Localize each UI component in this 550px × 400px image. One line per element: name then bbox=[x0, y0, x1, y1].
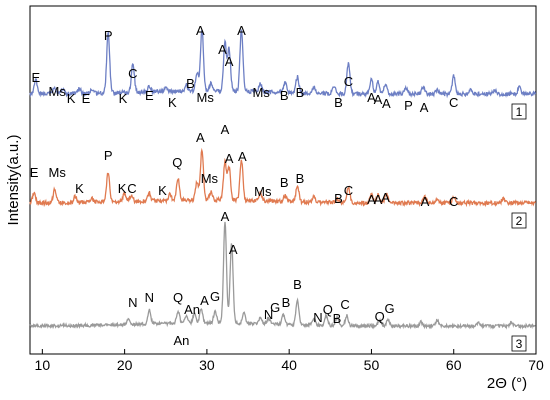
peak-label-s3-9: N bbox=[264, 307, 273, 322]
peak-label-s2-7: Q bbox=[172, 155, 182, 170]
peak-label-s1-0: E bbox=[31, 70, 40, 85]
peak-label-s3-5: G bbox=[210, 289, 220, 304]
series-tag-box-2 bbox=[511, 212, 527, 229]
peak-label-s1-7: E bbox=[145, 88, 154, 103]
peak-label-s2-8: A bbox=[196, 130, 205, 145]
peak-label-s3-14: Q bbox=[323, 302, 333, 317]
peak-label-s2-6: K bbox=[158, 183, 167, 198]
peak-label-s1-14: A bbox=[237, 23, 246, 38]
peak-label-s3-2: Q bbox=[173, 290, 183, 305]
peak-label-s2-2: K bbox=[75, 181, 84, 196]
peak-label-s2-21: A bbox=[421, 194, 430, 209]
peak-label-s2-10: A bbox=[221, 122, 230, 137]
x-tick-label-50: 50 bbox=[364, 357, 380, 373]
peak-label-s2-3: P bbox=[104, 148, 113, 163]
peak-label-s2-5: C bbox=[127, 181, 136, 196]
peak-label-s2-4: K bbox=[118, 181, 127, 196]
peak-label-s1-24: A bbox=[420, 100, 429, 115]
series-curves bbox=[29, 29, 537, 330]
peak-label-s1-10: Ms bbox=[197, 90, 215, 105]
peak-label-s2-16: B bbox=[334, 191, 343, 206]
peak-label-s2-20: A bbox=[381, 190, 390, 205]
peak-label-s3-3: An bbox=[184, 302, 200, 317]
series-tag-2: 2 bbox=[516, 214, 523, 228]
series-tag-box-3 bbox=[511, 335, 527, 352]
peak-label-s1-4: P bbox=[104, 28, 113, 43]
series-line-3 bbox=[29, 221, 536, 330]
peak-label-s3-15: B bbox=[333, 311, 342, 326]
peak-label-s3-1: N bbox=[145, 290, 154, 305]
peak-label-s3-8: A bbox=[229, 242, 238, 257]
peak-label-s3-13: N bbox=[313, 310, 322, 325]
peak-label-s3-10: G bbox=[270, 300, 280, 315]
peak-label-s2-15: B bbox=[296, 171, 305, 186]
series-line-1 bbox=[29, 29, 537, 99]
peak-label-s1-8: K bbox=[168, 95, 177, 110]
x-tick-label-10: 10 bbox=[35, 357, 51, 373]
peak-label-s1-16: B bbox=[280, 88, 289, 103]
peak-label-s2-11: A bbox=[225, 151, 234, 166]
series-tag-1: 1 bbox=[516, 105, 523, 119]
peak-label-s1-20: A bbox=[367, 90, 376, 105]
peak-label-s3-17: Q bbox=[375, 309, 385, 324]
peak-label-s1-17: B bbox=[296, 85, 305, 100]
peak-label-s2-1: Ms bbox=[49, 165, 67, 180]
x-tick-label-40: 40 bbox=[281, 357, 297, 373]
peak-label-s1-19: C bbox=[344, 74, 353, 89]
x-axis-ticks: 10 20 30 40 50 60 70 bbox=[35, 349, 544, 373]
peak-label-s1-1: Ms bbox=[49, 84, 67, 99]
peak-label-s1-3: E bbox=[82, 91, 91, 106]
x-tick-label-60: 60 bbox=[446, 357, 462, 373]
peak-label-s2-9: Ms bbox=[201, 171, 219, 186]
plot-frame bbox=[29, 5, 537, 355]
peak-label-s2-12: A bbox=[238, 149, 247, 164]
series-tags: 1 2 3 bbox=[511, 103, 527, 352]
peak-label-s1-18: B bbox=[334, 95, 343, 110]
peak-label-s2-17: C bbox=[344, 183, 353, 198]
peak-label-s1-13: A bbox=[225, 54, 234, 69]
peak-label-s1-2: K bbox=[67, 91, 76, 106]
x-tick-label-20: 20 bbox=[117, 357, 133, 373]
peak-label-s1-23: P bbox=[404, 98, 413, 113]
x-tick-label-70: 70 bbox=[528, 357, 544, 373]
peak-label-s3-7: A bbox=[221, 209, 230, 224]
series-line-2 bbox=[29, 147, 537, 208]
peak-label-s3-18: G bbox=[384, 301, 394, 316]
peak-label-s2-0: E bbox=[30, 165, 39, 180]
peak-label-s2-13: Ms bbox=[254, 184, 272, 199]
x-tick-label-30: 30 bbox=[199, 357, 215, 373]
peak-label-s1-5: C bbox=[128, 66, 137, 81]
peak-label-s1-15: Ms bbox=[253, 85, 271, 100]
y-axis-title: Intensity(a.u.) bbox=[5, 135, 22, 226]
x-axis-title: 2Θ (°) bbox=[487, 375, 527, 392]
peak-label-s2-19: A bbox=[374, 192, 383, 207]
series-tag-box-1 bbox=[511, 103, 527, 120]
peak-label-s3-12: B bbox=[293, 277, 302, 292]
peak-label-s3-11: B bbox=[282, 295, 291, 310]
peak-label-s2-22: C bbox=[449, 194, 458, 209]
series-tag-3: 3 bbox=[516, 337, 523, 351]
peak-label-s1-11: A bbox=[196, 23, 205, 38]
peak-label-s3-6: An bbox=[173, 333, 189, 348]
peak-label-s1-25: C bbox=[449, 95, 458, 110]
peak-label-s1-6: K bbox=[119, 91, 128, 106]
peak-label-s1-21: A bbox=[374, 92, 383, 107]
peak-label-s1-22: A bbox=[382, 96, 391, 111]
peak-label-s2-14: B bbox=[280, 175, 289, 190]
peak-label-s1-9: B bbox=[186, 76, 195, 91]
peak-label-s3-0: N bbox=[128, 295, 137, 310]
peak-label-s3-4: A bbox=[200, 293, 209, 308]
peak-label-s3-16: C bbox=[340, 297, 349, 312]
peak-label-s2-18: A bbox=[367, 192, 376, 207]
peak-label-s1-12: A bbox=[218, 42, 227, 57]
